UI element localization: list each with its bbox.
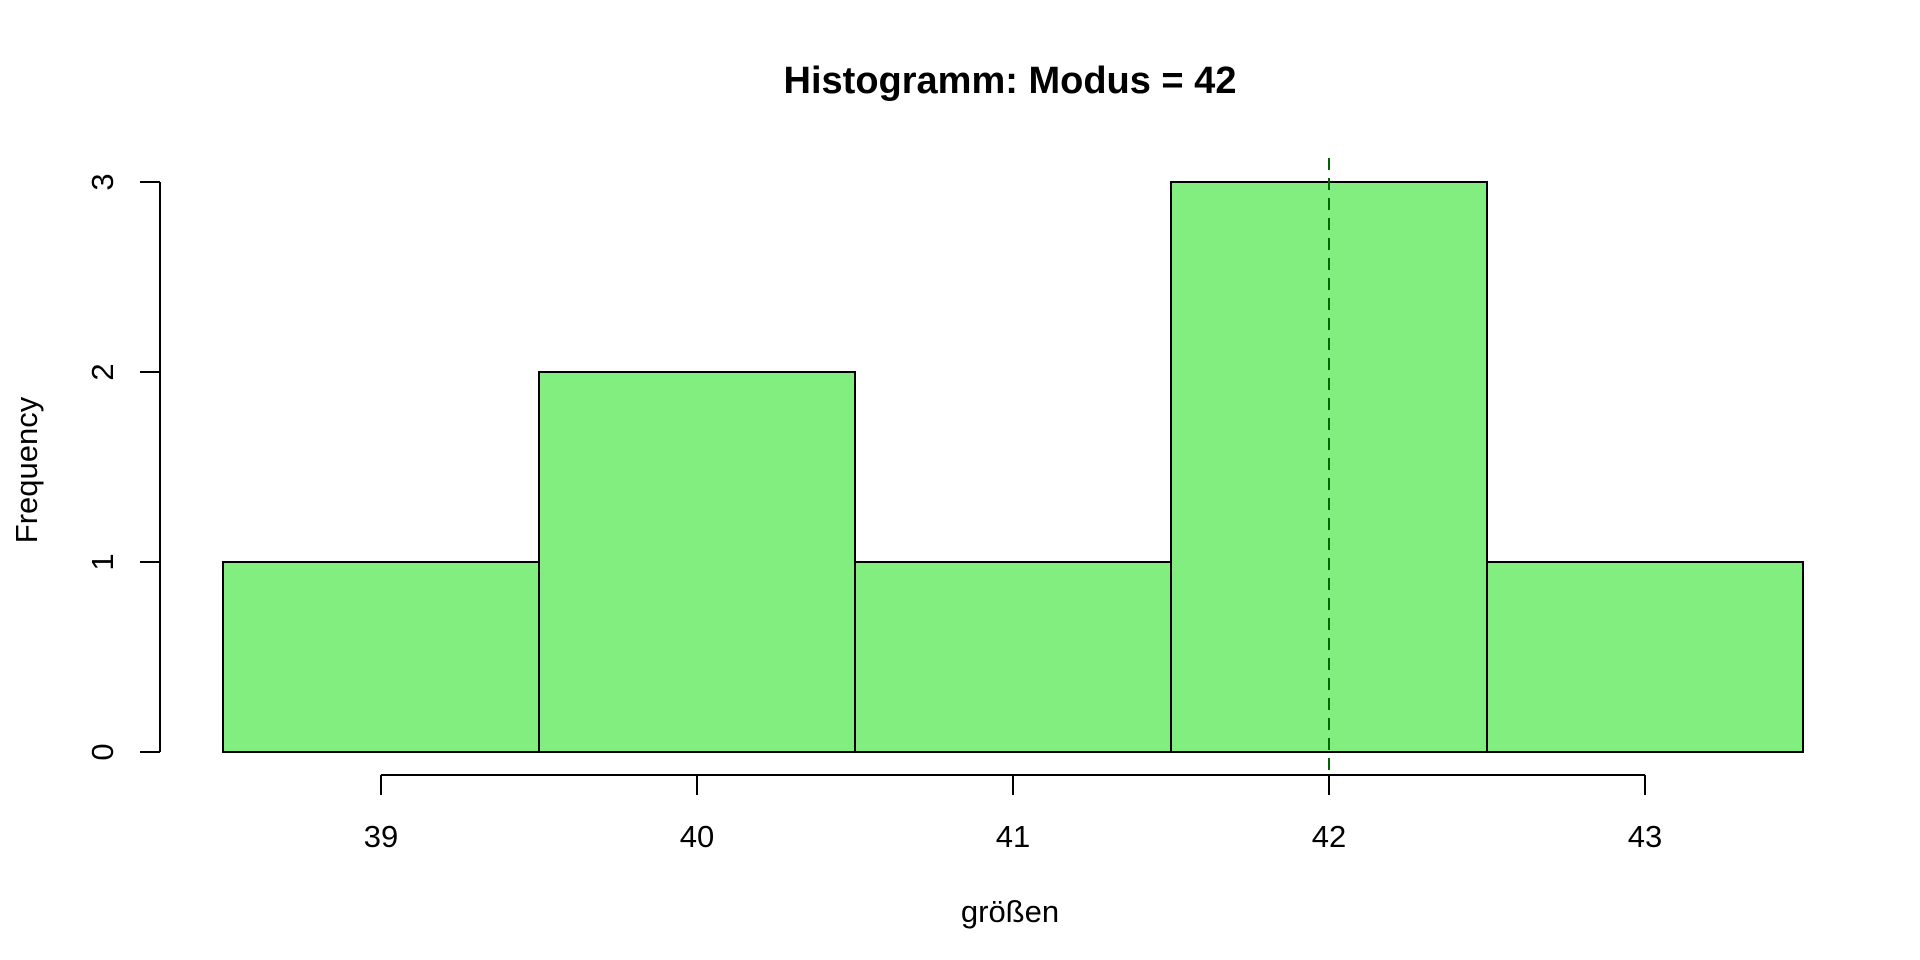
x-tick-label-39: 39 [364,819,398,854]
x-tick-label-41: 41 [996,819,1030,854]
y-axis-label: Frequency [9,396,44,543]
histogram-bar-2 [538,371,856,753]
bars-group [222,181,1804,753]
x-axis-label: größen [961,894,1059,929]
y-tick-label-3: 3 [85,173,120,190]
y-tick-label-2: 2 [85,363,120,380]
x-tick-label-42: 42 [1312,819,1346,854]
x-tick-label-40: 40 [680,819,714,854]
y-tick-label-1: 1 [85,553,120,570]
y-tick-label-0: 0 [85,743,120,760]
x-axis: 39 40 41 42 43 [364,774,1662,854]
y-axis: 0 1 2 3 [85,173,161,761]
histogram-bar-1 [222,561,540,753]
histogram-bar-5 [1486,561,1804,753]
x-tick-label-43: 43 [1628,819,1662,854]
histogram-bar-3 [854,561,1172,753]
chart-title: Histogramm: Modus = 42 [784,60,1237,102]
